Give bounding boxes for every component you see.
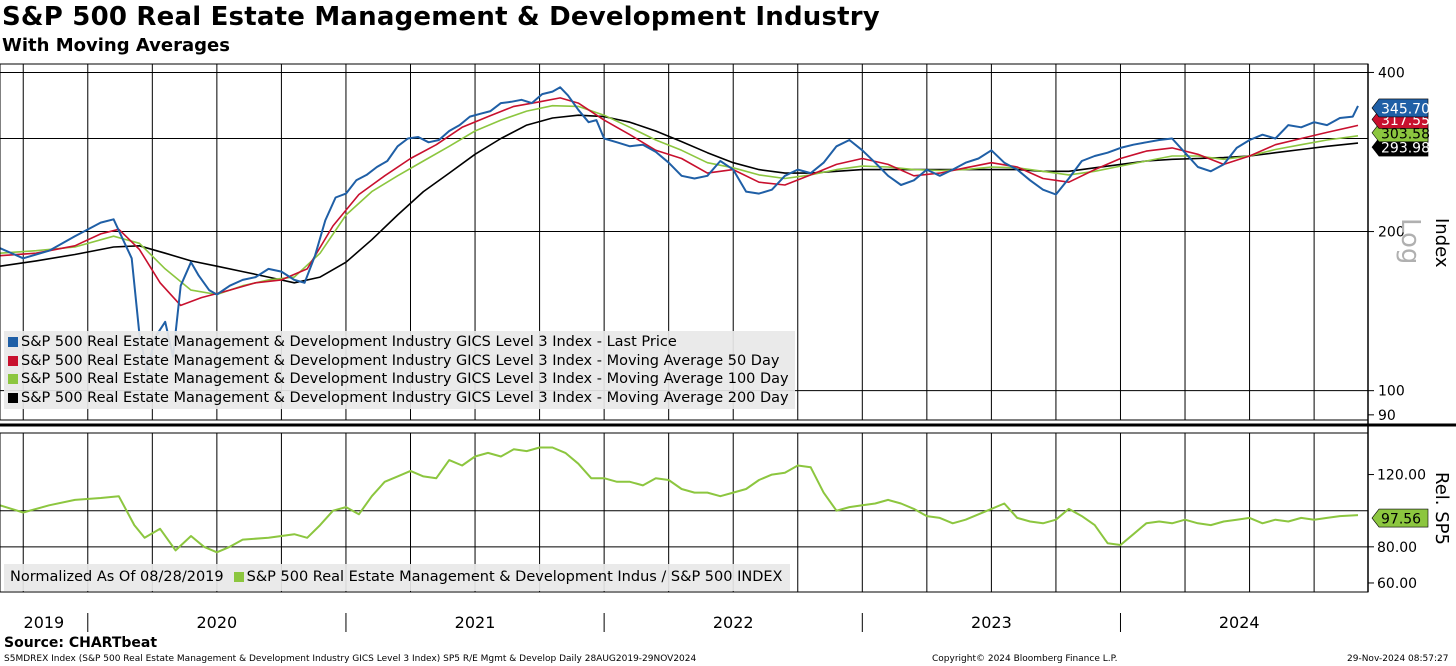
ytick-label: 80.00 (1377, 540, 1417, 556)
legend-label: S&P 500 Real Estate Management & Develop… (21, 352, 780, 369)
legend-swatch (8, 355, 18, 366)
legend-label: S&P 500 Real Estate Management & Develop… (246, 569, 783, 585)
legend-swatch (8, 337, 18, 348)
tag-last-price-text: 345.70 (1381, 101, 1430, 117)
footer-timestamp: 29-Nov-2024 08:57:27 (1347, 654, 1449, 664)
normalized-note: Normalized As Of 08/28/2019 (10, 569, 224, 585)
tag-rel-text: 97.56 (1381, 512, 1421, 528)
tag-ma100-text: 303.58 (1381, 126, 1430, 142)
log-scale-label: Log (1395, 218, 1425, 264)
legend-entry-last-price: S&P 500 Real Estate Management & Develop… (8, 333, 789, 352)
legend-label: S&P 500 Real Estate Management & Develop… (21, 389, 789, 406)
tag-ma200: 293.98 (1371, 137, 1430, 157)
legend-swatch (8, 392, 18, 403)
series-line-3 (0, 114, 1359, 284)
legend-label: S&P 500 Real Estate Management & Develop… (21, 334, 677, 350)
ytick-label: 90 (1378, 408, 1396, 424)
x-year-label: 2021 (455, 613, 496, 632)
legend-entry-ma50: S&P 500 Real Estate Management & Develop… (8, 352, 789, 371)
tag-rel-shape (1371, 508, 1429, 528)
chart-title: S&P 500 Real Estate Management & Develop… (2, 2, 880, 32)
lower-legend: Normalized As Of 08/28/2019 S&P 500 Real… (4, 564, 791, 591)
ytick-label: 120.00 (1377, 468, 1426, 484)
legend-label: S&P 500 Real Estate Management & Develop… (21, 371, 789, 387)
upper-panel-lines (0, 86, 1359, 374)
axes (0, 63, 1456, 632)
tag-last-price: 345.70 (1371, 98, 1430, 118)
lower-panel-lines (0, 446, 1359, 554)
ytick-label: 400 (1378, 65, 1405, 81)
legend-entry-ma200: S&P 500 Real Estate Management & Develop… (8, 389, 789, 408)
upper-axis-title: Index (1431, 218, 1452, 268)
ytick-label: 60.00 (1377, 576, 1417, 592)
tag-last-price-shape (1371, 98, 1429, 118)
x-year-label: 2019 (24, 613, 65, 632)
upper-legend: S&P 500 Real Estate Management & Develop… (4, 331, 795, 409)
lower-axis-title: Rel. SP5 (1431, 472, 1452, 545)
tag-ma200-text: 293.98 (1381, 141, 1430, 157)
ytick-label: 200 (1378, 225, 1405, 241)
series-line-1 (0, 97, 1359, 307)
footer-copyright: Copyright© 2024 Bloomberg Finance L.P. (932, 654, 1118, 664)
source-note: Source: CHARTbeat (4, 635, 158, 651)
x-year-label: 2020 (197, 613, 238, 632)
legend-entry-ma100: S&P 500 Real Estate Management & Develop… (8, 370, 789, 389)
axis-labels: 400 200 100 90 120.00 80.00 60.00 Index Log Rel. … (24, 65, 1452, 632)
legend-swatch (8, 374, 18, 385)
footer-description: S5MDREX Index (S&P 500 Real Estate Manag… (4, 654, 697, 664)
x-year-label: 2023 (971, 613, 1012, 632)
series-line-0 (0, 86, 1359, 374)
legend-swatch (233, 572, 244, 583)
x-year-label: 2024 (1219, 613, 1260, 632)
tag-rel: 97.56 (1371, 508, 1429, 528)
rel-series-line (0, 446, 1359, 554)
series-line-2 (0, 104, 1359, 296)
ytick-label: 100 (1378, 384, 1405, 400)
chart-subtitle: With Moving Averages (2, 35, 230, 56)
x-year-label: 2022 (713, 613, 754, 632)
